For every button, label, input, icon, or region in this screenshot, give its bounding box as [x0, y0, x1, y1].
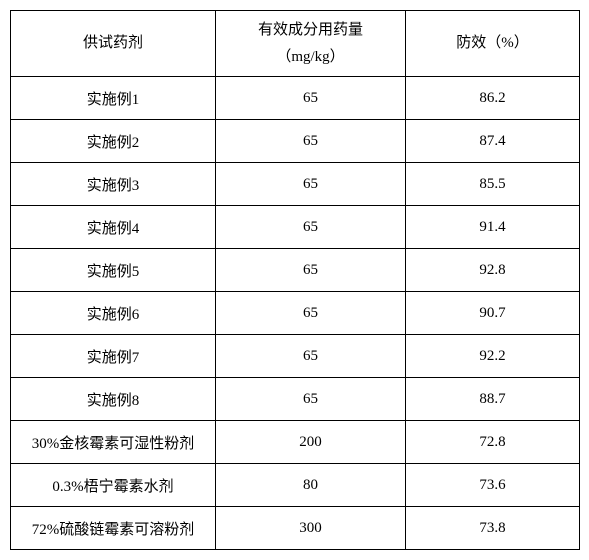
cell-agent: 实施例2 [11, 120, 216, 163]
cell-efficacy: 88.7 [406, 378, 580, 421]
cell-agent: 72%硫酸链霉素可溶粉剂 [11, 507, 216, 550]
cell-efficacy: 92.2 [406, 335, 580, 378]
cell-dose: 65 [216, 335, 406, 378]
cell-dose: 65 [216, 120, 406, 163]
col-header-agent: 供试药剂 [11, 11, 216, 77]
table-row: 30%金核霉素可湿性粉剂20072.8 [11, 421, 580, 464]
cell-efficacy: 87.4 [406, 120, 580, 163]
table-row: 实施例86588.7 [11, 378, 580, 421]
cell-efficacy: 73.8 [406, 507, 580, 550]
table-header-row: 供试药剂 有效成分用药量（mg/kg） 防效（%） [11, 11, 580, 77]
table-row: 实施例26587.4 [11, 120, 580, 163]
cell-efficacy: 85.5 [406, 163, 580, 206]
cell-efficacy: 86.2 [406, 77, 580, 120]
cell-agent: 实施例4 [11, 206, 216, 249]
table-row: 实施例76592.2 [11, 335, 580, 378]
table-row: 72%硫酸链霉素可溶粉剂30073.8 [11, 507, 580, 550]
cell-efficacy: 72.8 [406, 421, 580, 464]
table-row: 0.3%梧宁霉素水剂8073.6 [11, 464, 580, 507]
cell-dose: 200 [216, 421, 406, 464]
cell-dose: 65 [216, 206, 406, 249]
cell-dose: 65 [216, 249, 406, 292]
col-header-dose: 有效成分用药量（mg/kg） [216, 11, 406, 77]
cell-agent: 实施例1 [11, 77, 216, 120]
cell-dose: 65 [216, 163, 406, 206]
cell-dose: 65 [216, 378, 406, 421]
cell-efficacy: 73.6 [406, 464, 580, 507]
cell-agent: 实施例6 [11, 292, 216, 335]
cell-efficacy: 92.8 [406, 249, 580, 292]
table-row: 实施例36585.5 [11, 163, 580, 206]
cell-efficacy: 90.7 [406, 292, 580, 335]
table-body: 实施例16586.2实施例26587.4实施例36585.5实施例46591.4… [11, 77, 580, 550]
efficacy-table: 供试药剂 有效成分用药量（mg/kg） 防效（%） 实施例16586.2实施例2… [10, 10, 580, 550]
cell-agent: 0.3%梧宁霉素水剂 [11, 464, 216, 507]
cell-efficacy: 91.4 [406, 206, 580, 249]
table-row: 实施例56592.8 [11, 249, 580, 292]
table-row: 实施例16586.2 [11, 77, 580, 120]
cell-agent: 实施例7 [11, 335, 216, 378]
table-row: 实施例46591.4 [11, 206, 580, 249]
cell-dose: 65 [216, 292, 406, 335]
cell-agent: 30%金核霉素可湿性粉剂 [11, 421, 216, 464]
cell-agent: 实施例8 [11, 378, 216, 421]
cell-dose: 80 [216, 464, 406, 507]
table-row: 实施例66590.7 [11, 292, 580, 335]
cell-agent: 实施例3 [11, 163, 216, 206]
cell-dose: 65 [216, 77, 406, 120]
col-header-efficacy: 防效（%） [406, 11, 580, 77]
cell-dose: 300 [216, 507, 406, 550]
cell-agent: 实施例5 [11, 249, 216, 292]
